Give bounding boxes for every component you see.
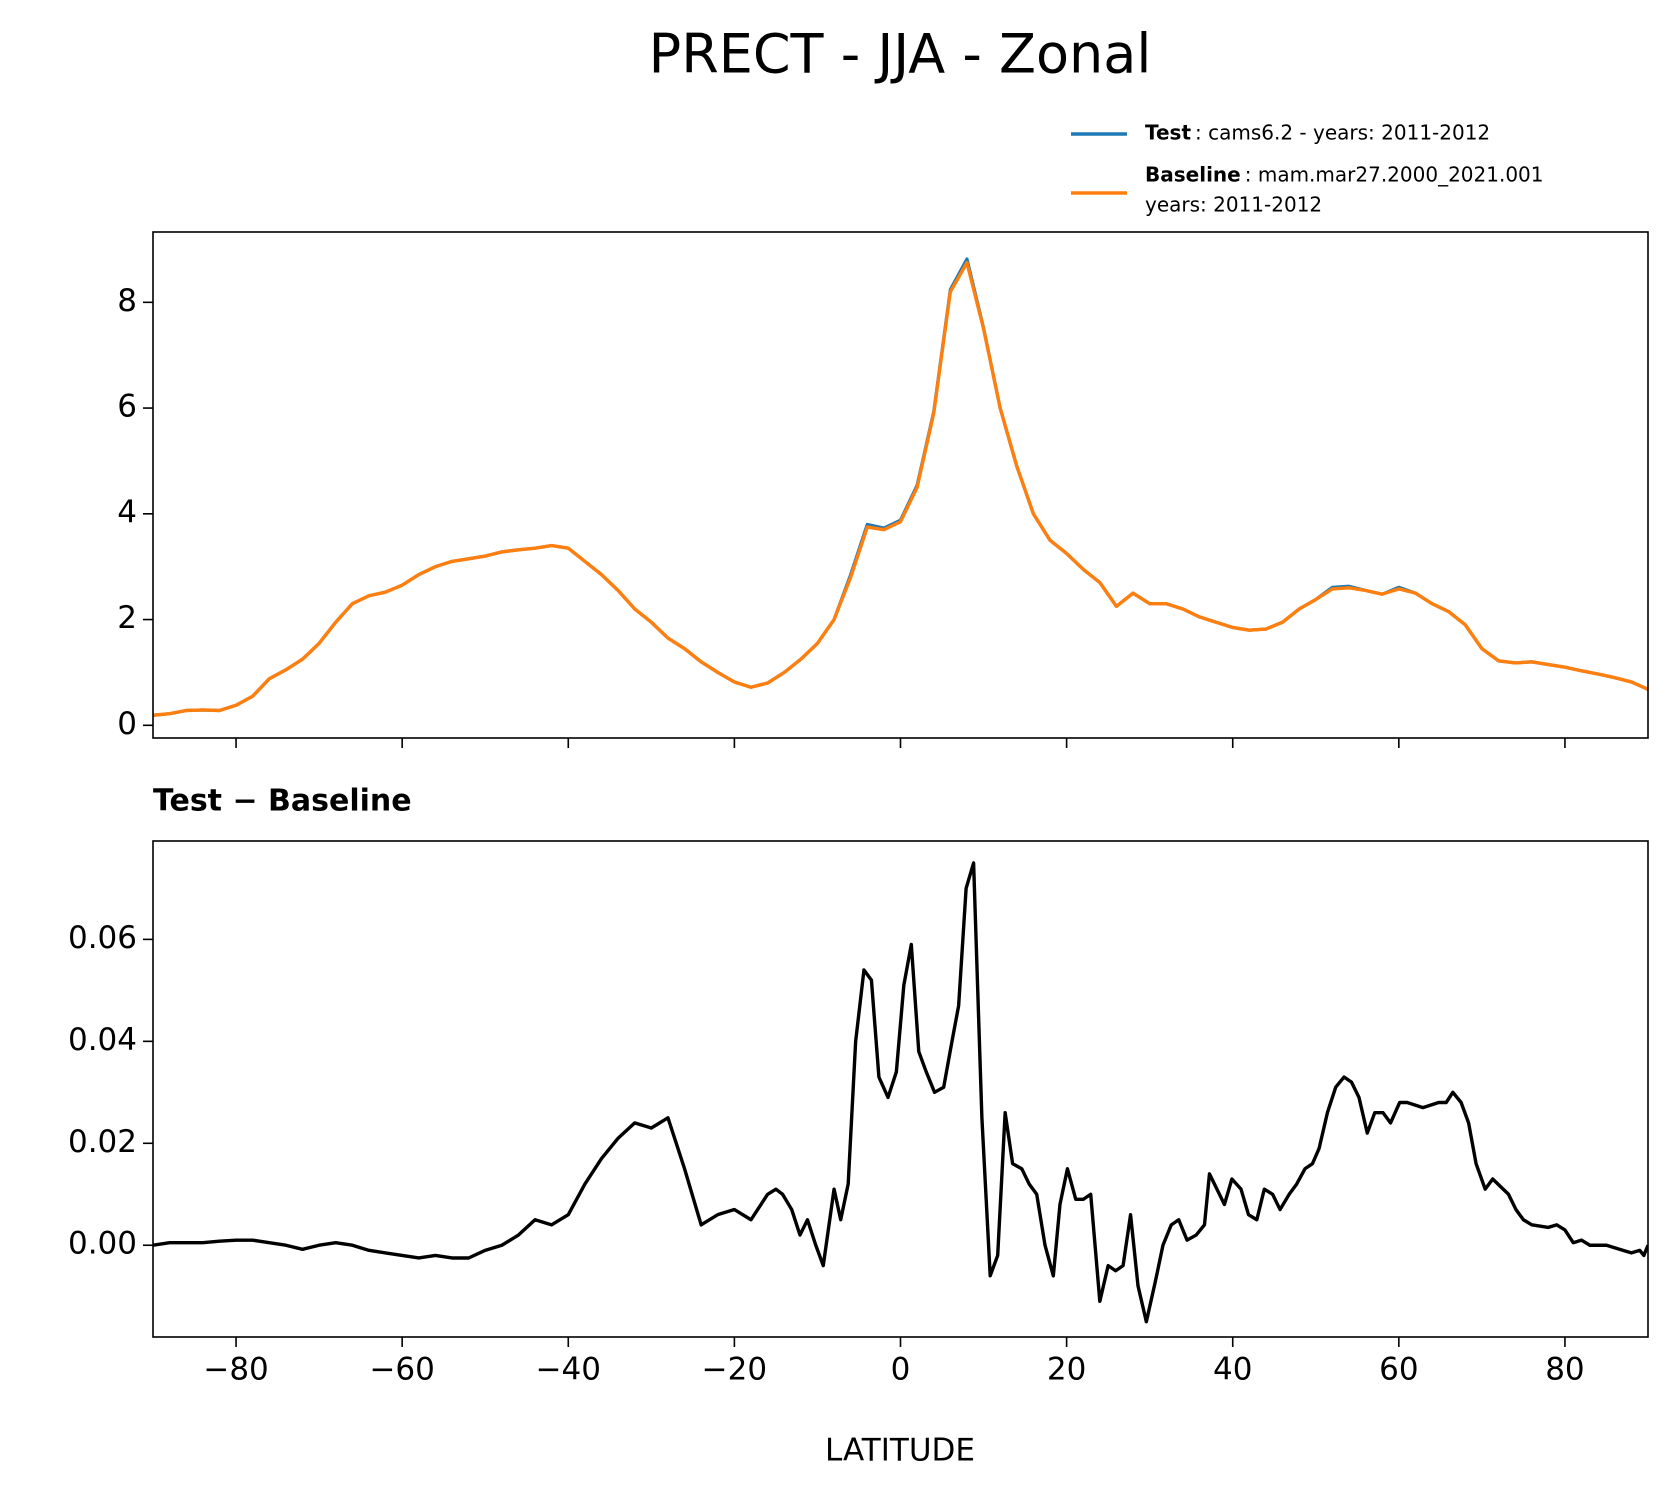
data-line — [153, 257, 1648, 717]
figure-title: PRECT - JJA - Zonal — [649, 23, 1152, 86]
y-tick-label: 8 — [117, 283, 137, 319]
y-tick-label: 4 — [117, 494, 137, 530]
y-tick-label: 0.06 — [68, 920, 137, 956]
x-tick-label: −20 — [702, 1352, 767, 1388]
x-tick-label: 80 — [1545, 1352, 1584, 1388]
x-tick-label: 20 — [1047, 1352, 1086, 1388]
x-axis-label: LATITUDE — [825, 1433, 975, 1469]
legend-name: Baseline — [1145, 163, 1241, 187]
legend-description: : mam.mar27.2000_2021.001 — [1245, 163, 1544, 187]
legend-description: : cams6.2 - years: 2011-2012 — [1195, 121, 1490, 145]
x-tick-label: 60 — [1379, 1352, 1418, 1388]
x-tick-label: 40 — [1213, 1352, 1252, 1388]
y-tick-label: 0.00 — [68, 1226, 137, 1262]
y-tick-label: 2 — [117, 600, 137, 636]
x-tick-label: −80 — [203, 1352, 268, 1388]
y-tick-label: 0.02 — [68, 1124, 137, 1160]
data-line — [153, 861, 1648, 1324]
subplot-title: Test − Baseline — [153, 784, 412, 819]
x-tick-label: 0 — [891, 1352, 911, 1388]
y-tick-label: 0.04 — [68, 1022, 137, 1058]
plot-frame — [152, 840, 1649, 1338]
x-tick-label: −60 — [369, 1352, 434, 1388]
y-tick-label: 0 — [117, 706, 137, 742]
x-tick-label: −40 — [536, 1352, 601, 1388]
plot-frame — [152, 231, 1649, 739]
legend-description: years: 2011-2012 — [1145, 193, 1322, 217]
y-tick-label: 6 — [117, 389, 137, 425]
data-line — [153, 260, 1648, 717]
legend-name: Test — [1145, 121, 1191, 145]
